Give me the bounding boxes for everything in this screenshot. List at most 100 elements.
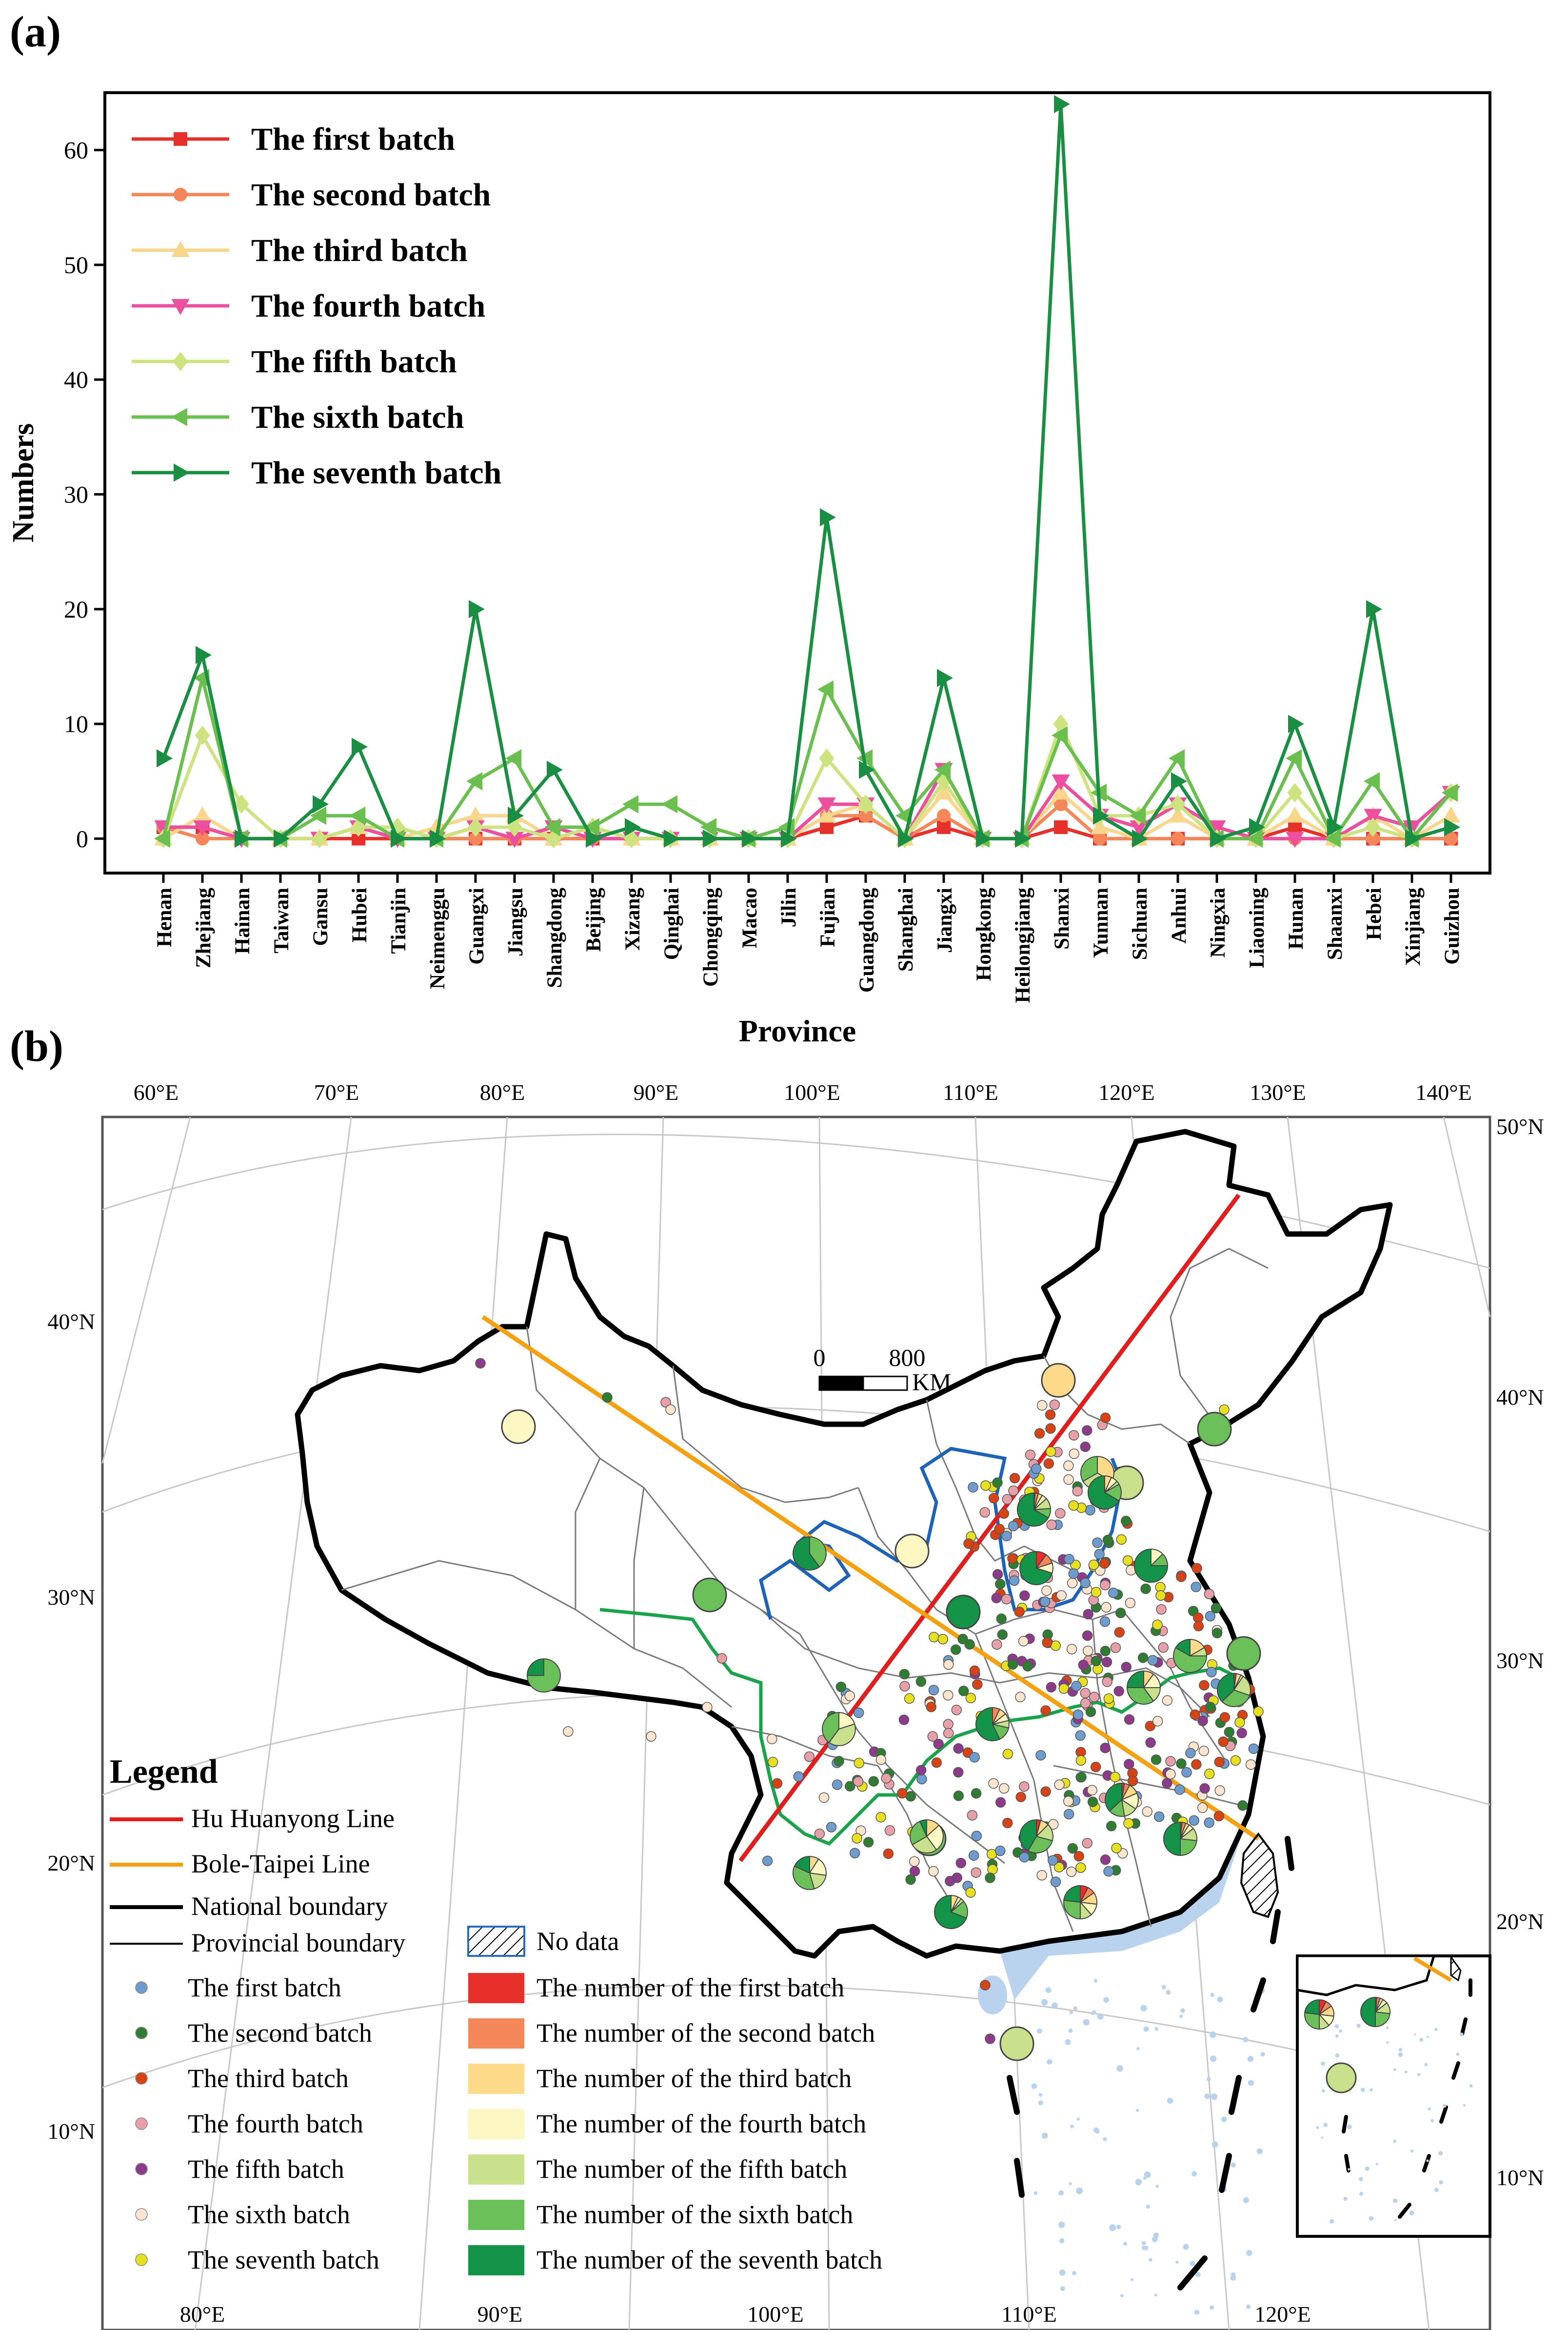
site-point [963, 1538, 974, 1549]
pie-neimenggu [1041, 1363, 1076, 1398]
data-point [544, 818, 560, 836]
x-tick-label: Neimenggu [426, 888, 449, 989]
pie-slice [894, 1533, 930, 1569]
site-point [1082, 1838, 1092, 1849]
data-point [154, 829, 170, 848]
data-point [1171, 832, 1185, 846]
x-tick-label: Taiwan [270, 888, 293, 954]
legend-point-label: The seventh batch [188, 2245, 379, 2274]
site-point [1176, 1758, 1187, 1769]
island [1339, 2029, 1342, 2033]
data-point [505, 749, 521, 768]
pie-slice [793, 1865, 815, 1890]
site-point [832, 1779, 843, 1790]
site-point [1056, 1590, 1067, 1601]
site-point [1085, 1706, 1096, 1717]
site-point [1214, 1785, 1225, 1796]
pie-slice [1360, 1996, 1376, 2028]
pie-yunnan [793, 1855, 827, 1890]
island [1037, 2028, 1042, 2034]
site-point [897, 1788, 908, 1799]
site-point [1001, 1531, 1012, 1541]
x-tick-label: Xinjiang [1402, 888, 1425, 966]
pie-slice [919, 1819, 927, 1837]
site-point [1066, 1644, 1077, 1654]
site-point [1245, 1759, 1256, 1770]
site-point [943, 1719, 953, 1730]
site-point [1193, 1621, 1204, 1632]
island [1136, 2047, 1140, 2051]
site-point [845, 1781, 855, 1792]
island [1143, 2026, 1149, 2032]
site-point [1008, 1520, 1019, 1532]
data-point [819, 748, 834, 768]
series-7 [157, 95, 1460, 848]
pie-slice [1175, 1638, 1191, 1657]
site-point [772, 1778, 783, 1789]
island [1146, 2205, 1150, 2209]
site-point [1075, 1862, 1086, 1873]
island [1069, 2011, 1073, 2014]
site-point [563, 1726, 574, 1737]
island [1141, 2241, 1146, 2246]
panel-a-label: (a) [10, 8, 61, 56]
data-point [1444, 818, 1460, 836]
island [1166, 1990, 1171, 1995]
pie-slice [1233, 1675, 1251, 1696]
data-point [234, 795, 249, 814]
site-point [1054, 1779, 1065, 1790]
site-point [1046, 1682, 1057, 1693]
site-point [971, 1788, 982, 1799]
site-point [968, 1850, 979, 1861]
site-point [943, 1728, 954, 1739]
pie-slice [809, 1536, 827, 1568]
site-point [1067, 1843, 1078, 1854]
x-tick-label: Guizhou [1441, 888, 1464, 965]
data-point [196, 646, 212, 664]
data-point [1210, 829, 1226, 848]
site-point [868, 1776, 879, 1787]
x-tick-label: Hunan [1285, 888, 1308, 950]
site-point [988, 1778, 999, 1789]
legend-point-swatch [135, 2072, 148, 2085]
data-point [173, 352, 188, 371]
data-point [1093, 806, 1109, 825]
legend-point-label: The fourth batch [188, 2109, 363, 2138]
lon-label: 130°E [1250, 1080, 1306, 1105]
island [1135, 2109, 1139, 2112]
data-point [174, 188, 187, 201]
yellow-river [759, 1447, 1124, 1620]
site-point [905, 1874, 916, 1885]
site-point [804, 1751, 815, 1762]
site-point [953, 1767, 964, 1778]
site-point [1080, 1698, 1091, 1709]
lon-label: 60°E [134, 1080, 179, 1105]
site-point [1063, 1809, 1074, 1820]
pie-slice [828, 1723, 856, 1746]
island [1426, 2159, 1429, 2162]
site-point [1236, 1728, 1247, 1738]
pie-jilin [1197, 1412, 1232, 1447]
lat-label: 30°N [1496, 1648, 1544, 1673]
island [1434, 2028, 1438, 2031]
site-point [1088, 1559, 1099, 1570]
site-point [1002, 1817, 1013, 1829]
legend-point-swatch [135, 2117, 148, 2130]
x-tick-label: Qinghai [660, 888, 683, 960]
island [1210, 2305, 1214, 2310]
island [1038, 2093, 1043, 2097]
data-point [700, 818, 716, 836]
island [1154, 2293, 1157, 2297]
island [1103, 1997, 1109, 2003]
island [1059, 2238, 1065, 2244]
x-tick-label: Tianjin [387, 888, 410, 954]
lon-label: 120°E [1254, 2302, 1311, 2327]
data-point [1015, 829, 1031, 848]
island [1151, 2236, 1158, 2242]
x-tick-label: Zhejiang [192, 888, 215, 968]
site-point [881, 1773, 892, 1784]
island [1120, 2294, 1124, 2298]
site-point [1115, 1608, 1126, 1618]
island [1386, 2041, 1389, 2044]
site-point [1100, 1412, 1111, 1423]
